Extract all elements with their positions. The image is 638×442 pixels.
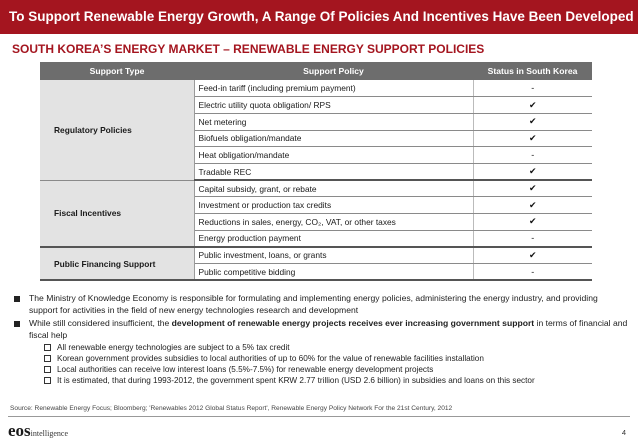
sub-bullet-item: Local authorities can receive low intere… bbox=[44, 364, 628, 375]
policy-cell: Reductions in sales, energy, CO₂, VAT, o… bbox=[194, 213, 474, 231]
policy-cell: Energy production payment bbox=[194, 230, 474, 248]
policy-cell: Capital subsidy, grant, or rebate bbox=[194, 180, 474, 198]
sub-bullet-text: It is estimated, that during 1993-2012, … bbox=[57, 376, 535, 385]
sub-bullet-text: Korean government provides subsidies to … bbox=[57, 354, 484, 363]
check-icon: ✔ bbox=[473, 246, 592, 265]
slide-title: To Support Renewable Energy Growth, A Ra… bbox=[0, 0, 638, 34]
bullet-list: The Ministry of Knowledge Economy is res… bbox=[14, 293, 628, 388]
status-cell: - bbox=[473, 80, 592, 98]
table-row: Public competitive bidding - bbox=[40, 263, 592, 282]
status-cell: - bbox=[473, 263, 592, 282]
check-icon: ✔ bbox=[473, 196, 592, 214]
bullet-text: The Ministry of Knowledge Economy is res… bbox=[29, 293, 598, 315]
table-row: Reductions in sales, energy, CO₂, VAT, o… bbox=[40, 213, 592, 231]
sub-bullet-item: All renewable energy technologies are su… bbox=[44, 342, 628, 353]
policy-cell: Heat obligation/mandate bbox=[194, 146, 474, 164]
check-icon: ✔ bbox=[473, 113, 592, 131]
group-type-public-financing: Public Financing Support bbox=[40, 246, 195, 282]
footer-divider bbox=[8, 416, 630, 417]
sub-bullet-text: All renewable energy technologies are su… bbox=[57, 343, 290, 352]
sub-bullet-text: Local authorities can receive low intere… bbox=[57, 365, 434, 374]
table-row: Fiscal Incentives Capital subsidy, grant… bbox=[40, 180, 592, 248]
policy-cell: Net metering bbox=[194, 113, 474, 131]
source-note: Source: Renewable Energy Focus; Bloomber… bbox=[10, 405, 453, 412]
table-row: Electric utility quota obligation/ RPS ✔ bbox=[40, 96, 592, 114]
status-cell: - bbox=[473, 146, 592, 164]
page-number: 4 bbox=[621, 428, 626, 437]
table-row: Public Financing Support Public investme… bbox=[40, 246, 592, 282]
check-icon: ✔ bbox=[473, 180, 592, 198]
table-row: Tradable REC ✔ bbox=[40, 163, 592, 182]
policy-cell: Public investment, loans, or grants bbox=[194, 246, 474, 265]
policy-cell: Feed-in tariff (including premium paymen… bbox=[194, 80, 474, 98]
table-row: Heat obligation/mandate - bbox=[40, 146, 592, 164]
sub-bullet-item: It is estimated, that during 1993-2012, … bbox=[44, 375, 628, 386]
sub-bullet-item: Korean government provides subsidies to … bbox=[44, 353, 628, 364]
bullet-item: The Ministry of Knowledge Economy is res… bbox=[14, 293, 628, 316]
policy-cell: Tradable REC bbox=[194, 163, 474, 182]
table-row: Regulatory Policies Feed-in tariff (incl… bbox=[40, 80, 592, 181]
header-support-policy: Support Policy bbox=[194, 62, 473, 80]
policy-cell: Electric utility quota obligation/ RPS bbox=[194, 96, 474, 114]
logo-sub-text: intelligence bbox=[30, 429, 68, 438]
checkbox-bullet-icon bbox=[44, 355, 51, 362]
group-type-fiscal: Fiscal Incentives bbox=[40, 180, 195, 248]
status-cell: - bbox=[473, 230, 592, 248]
sub-bullet-list: All renewable energy technologies are su… bbox=[44, 342, 628, 386]
checkbox-bullet-icon bbox=[44, 366, 51, 373]
check-icon: ✔ bbox=[473, 163, 592, 182]
table-row: Biofuels obligation/mandate ✔ bbox=[40, 130, 592, 148]
table-row: Investment or production tax credits ✔ bbox=[40, 196, 592, 214]
check-icon: ✔ bbox=[473, 213, 592, 231]
group-type-regulatory: Regulatory Policies bbox=[40, 80, 195, 181]
table-header-row: Support Type Support Policy Status in So… bbox=[40, 62, 592, 80]
bullet-text-emphasis: development of renewable energy projects… bbox=[171, 318, 535, 328]
support-policies-table: Support Type Support Policy Status in So… bbox=[40, 62, 592, 282]
bullet-text-prefix: While still considered insufficient, the bbox=[29, 318, 172, 328]
bullet-item: While still considered insufficient, the… bbox=[14, 318, 628, 386]
policy-cell: Public competitive bidding bbox=[194, 263, 474, 282]
table-row: Net metering ✔ bbox=[40, 113, 592, 131]
checkbox-bullet-icon bbox=[44, 344, 51, 351]
check-icon: ✔ bbox=[473, 96, 592, 114]
header-status: Status in South Korea bbox=[473, 62, 592, 80]
checkbox-bullet-icon bbox=[44, 377, 51, 384]
slide-subtitle: SOUTH KOREA’S ENERGY MARKET – RENEWABLE … bbox=[12, 42, 485, 56]
company-logo: eosintelligence bbox=[8, 421, 68, 441]
check-icon: ✔ bbox=[473, 130, 592, 148]
header-support-type: Support Type bbox=[40, 62, 194, 80]
square-bullet-icon bbox=[14, 321, 20, 327]
logo-main-text: eos bbox=[8, 421, 31, 440]
policy-cell: Investment or production tax credits bbox=[194, 196, 474, 214]
policy-cell: Biofuels obligation/mandate bbox=[194, 130, 474, 148]
bullet-text-suffix: in terms of financial and fiscal help bbox=[29, 318, 628, 340]
table-row: Energy production payment - bbox=[40, 230, 592, 248]
square-bullet-icon bbox=[14, 296, 20, 302]
